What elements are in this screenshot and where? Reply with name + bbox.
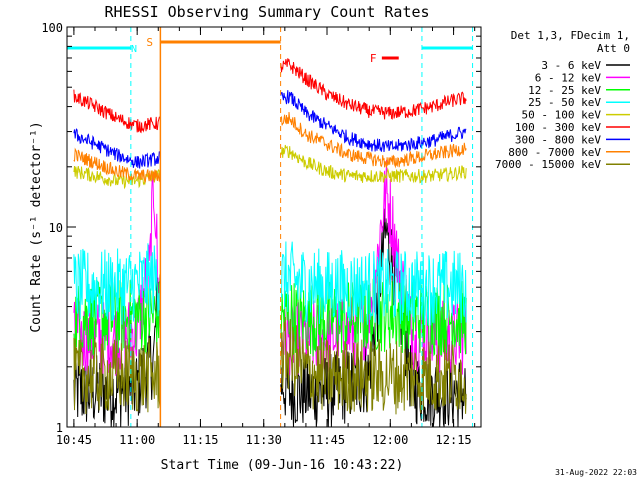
x-axis-label: Start Time (09-Jun-16 10:43:22): [161, 458, 404, 473]
series-line-8-post-saa: [280, 316, 467, 415]
chart-title: RHESSI Observing Summary Count Rates: [104, 3, 429, 21]
y-tick-label: 100: [41, 21, 63, 35]
series-line-6-post-saa: [280, 90, 467, 153]
legend-header-line: Det 1,3, FDecim 1,: [511, 29, 630, 42]
x-tick-label: 10:45: [56, 433, 92, 447]
flare-label: F: [370, 52, 377, 65]
legend-entry-label: 7000 - 15000 keV: [495, 158, 601, 171]
legend-entry-label: 100 - 300 keV: [515, 121, 601, 134]
series-line-7-post-saa: [280, 111, 467, 169]
x-tick-label: 12:15: [436, 433, 472, 447]
y-tick-label: 1: [56, 421, 63, 435]
series-line-6-pre-saa: [73, 128, 161, 169]
timestamp-label: 31-Aug-2022 22:03: [555, 468, 637, 477]
night-label: N: [131, 44, 137, 55]
series-layer: [73, 58, 467, 428]
series-line-5-post-saa: [280, 58, 467, 120]
series-line-8-pre-saa: [73, 337, 161, 415]
series-line-5-pre-saa: [73, 89, 161, 134]
series-line-7-pre-saa: [73, 147, 161, 183]
x-tick-label: 11:00: [119, 433, 155, 447]
series-line-3-post-saa: [280, 241, 467, 326]
legend-entry-label: 50 - 100 keV: [522, 109, 602, 122]
series-line-2-pre-saa: [73, 279, 161, 356]
legend-header-line: Att 0: [597, 42, 630, 55]
annotation-layer: NS F: [67, 27, 474, 427]
legend-entry-label: 25 - 50 keV: [528, 96, 601, 109]
x-tick-label: 11:45: [309, 433, 345, 447]
axes-layer: 10:45 11:00 11:15 11:30 11:45 12:00 12:15 1 10 10…: [41, 21, 482, 447]
legend-entry-label: 3 - 6 keV: [541, 59, 601, 72]
saa-label: S: [146, 36, 153, 49]
series-line-4-post-saa: [280, 144, 467, 184]
legend-entry-label: 12 - 25 keV: [528, 84, 601, 97]
legend-entry-label: 6 - 12 keV: [535, 71, 602, 84]
legend-entry-label: 300 - 800 keV: [515, 133, 601, 146]
x-tick-label: 12:00: [372, 433, 408, 447]
legend-entry-label: 800 - 7000 keV: [508, 146, 601, 159]
x-tick-label: 11:15: [182, 433, 218, 447]
x-tick-label: 11:30: [246, 433, 282, 447]
y-tick-label: 10: [49, 221, 63, 235]
series-line-3-pre-saa: [73, 243, 161, 325]
y-axis-label: Count Rate (s⁻¹ detector⁻¹): [29, 121, 44, 332]
